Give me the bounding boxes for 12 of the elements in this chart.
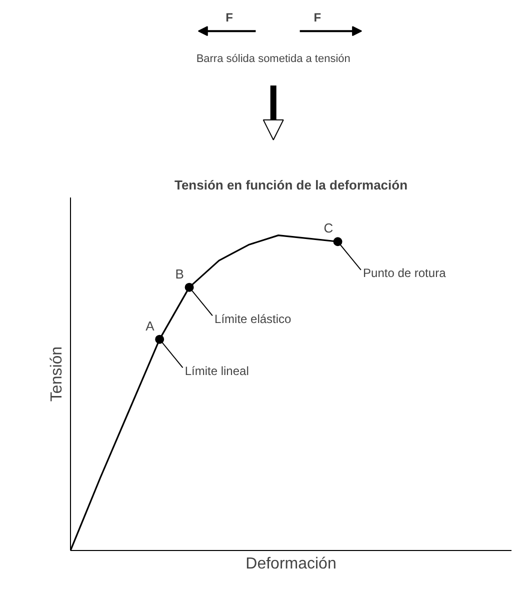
text: F [314,10,322,24]
annotation: B [175,266,184,282]
text: Barra sólida sometida a tensión [196,53,350,66]
chart-title: Tensión en función de la deformación [174,178,408,192]
y-axis-title: Tensión [48,346,66,402]
text: Punto de rotura [363,266,446,280]
text: F [226,10,233,24]
annotation: Límite elástico [214,312,292,326]
annotation: Límite lineal [184,364,249,378]
x-axis-title: Deformación [246,556,336,572]
annotation: A [146,318,155,334]
annotation: C [324,220,334,236]
